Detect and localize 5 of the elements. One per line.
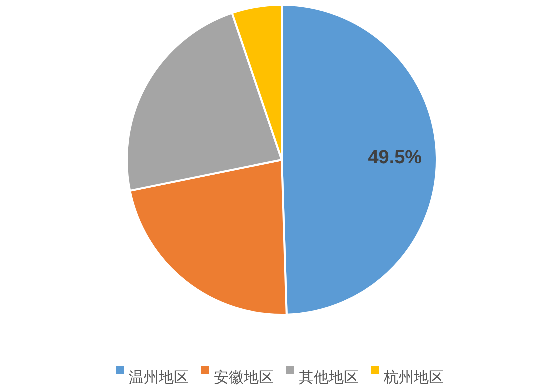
legend-label: 温州地区 xyxy=(129,370,189,386)
data-label: 49.5% xyxy=(368,148,422,169)
legend-label: 杭州地区 xyxy=(383,370,444,386)
legend-label: 安徽地区 xyxy=(214,370,274,386)
legend-label: 其他地区 xyxy=(299,370,359,386)
